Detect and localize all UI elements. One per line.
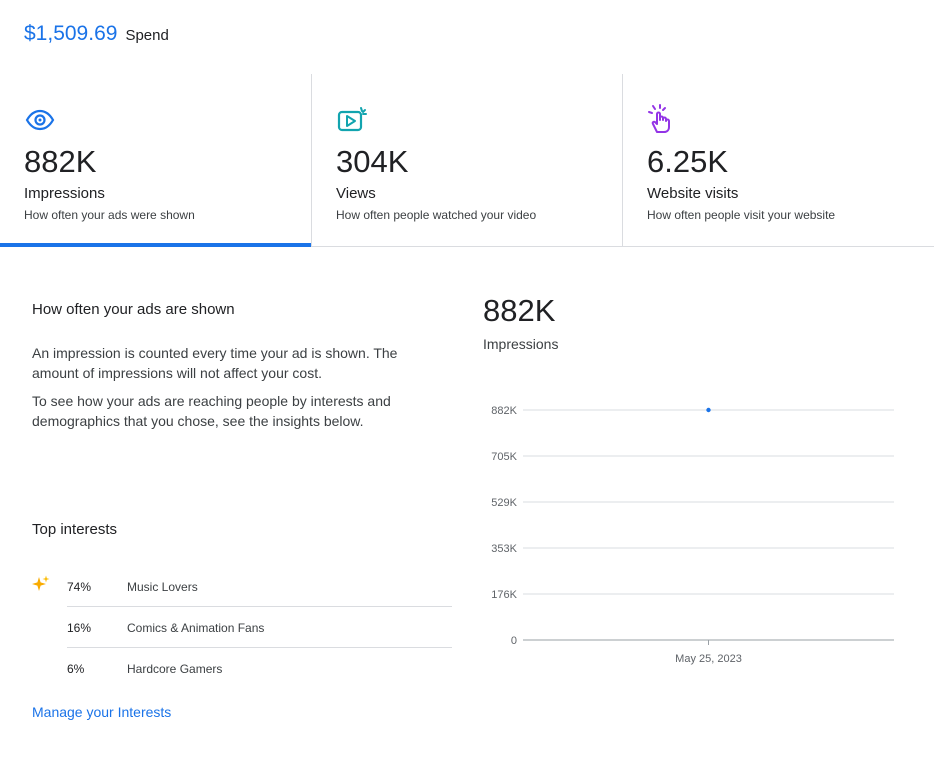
interest-name: Comics & Animation Fans: [127, 620, 265, 635]
impressions-value: 882K: [24, 144, 97, 179]
interest-percent: 16%: [67, 620, 92, 635]
interest-row: 74% Music Lovers: [32, 566, 452, 607]
impressions-explanation: How often your ads are shown An impressi…: [32, 300, 452, 431]
chart-summary-value: 882K: [483, 293, 556, 328]
top-interests: Top interests 74% Music Lovers 16% Comic…: [32, 520, 452, 689]
tap-icon: [648, 104, 670, 133]
views-title: Views: [336, 185, 376, 202]
manage-interests-link[interactable]: Manage your Interests: [32, 704, 172, 720]
explanation-title: How often your ads are shown: [32, 301, 235, 318]
impressions-title: Impressions: [24, 185, 105, 202]
y-tick-label: 882K: [491, 405, 517, 417]
explanation-paragraph: An impression is counted every time your…: [32, 345, 398, 381]
y-tick-label: 176K: [491, 589, 517, 601]
website-visits-value: 6.25K: [647, 144, 729, 179]
interest-list: 74% Music Lovers 16% Comics & Animation …: [32, 566, 452, 689]
play-icon: [337, 107, 367, 132]
y-tick-label: 0: [511, 635, 517, 647]
eye-icon: [25, 109, 55, 131]
interest-name: Hardcore Gamers: [127, 661, 223, 676]
divider: [67, 647, 452, 648]
metric-tab-impressions[interactable]: 882K Impressions How often your ads were…: [0, 74, 311, 247]
spend-amount: $1,509.69: [24, 22, 118, 45]
metric-tab-website-visits[interactable]: 6.25K Website visits How often people vi…: [622, 74, 933, 246]
interest-percent: 6%: [67, 661, 85, 676]
views-description: How often people watched your video: [336, 208, 537, 222]
data-point: [706, 407, 711, 413]
y-tick-label: 529K: [491, 497, 517, 509]
chart-summary-label: Impressions: [483, 336, 559, 352]
impressions-description: How often your ads were shown: [24, 208, 195, 222]
top-interests-title: Top interests: [32, 521, 118, 538]
metric-tabs: 882K Impressions How often your ads were…: [0, 74, 934, 247]
website-visits-title: Website visits: [647, 185, 739, 202]
metric-tab-views[interactable]: 304K Views How often people watched your…: [311, 74, 622, 246]
views-value: 304K: [336, 144, 409, 179]
explanation-paragraph: To see how your ads are reaching people …: [32, 393, 391, 429]
interest-row: 6% Hardcore Gamers: [32, 648, 452, 689]
x-tick-label: May 25, 2023: [675, 653, 742, 665]
interest-row: 16% Comics & Animation Fans: [32, 607, 452, 648]
spend-summary: $1,509.69 Spend: [24, 22, 169, 46]
sparkle-icon: [32, 575, 50, 591]
divider: [67, 606, 452, 607]
spend-label: Spend: [125, 27, 169, 44]
interest-percent: 74%: [67, 579, 92, 594]
website-visits-description: How often people visit your website: [647, 208, 836, 222]
impressions-chart: 0 176K 353K 529K 705K 882K May 25, 2023: [491, 405, 894, 665]
interest-name: Music Lovers: [127, 579, 198, 594]
y-tick-label: 353K: [491, 543, 517, 555]
y-tick-label: 705K: [491, 451, 517, 463]
